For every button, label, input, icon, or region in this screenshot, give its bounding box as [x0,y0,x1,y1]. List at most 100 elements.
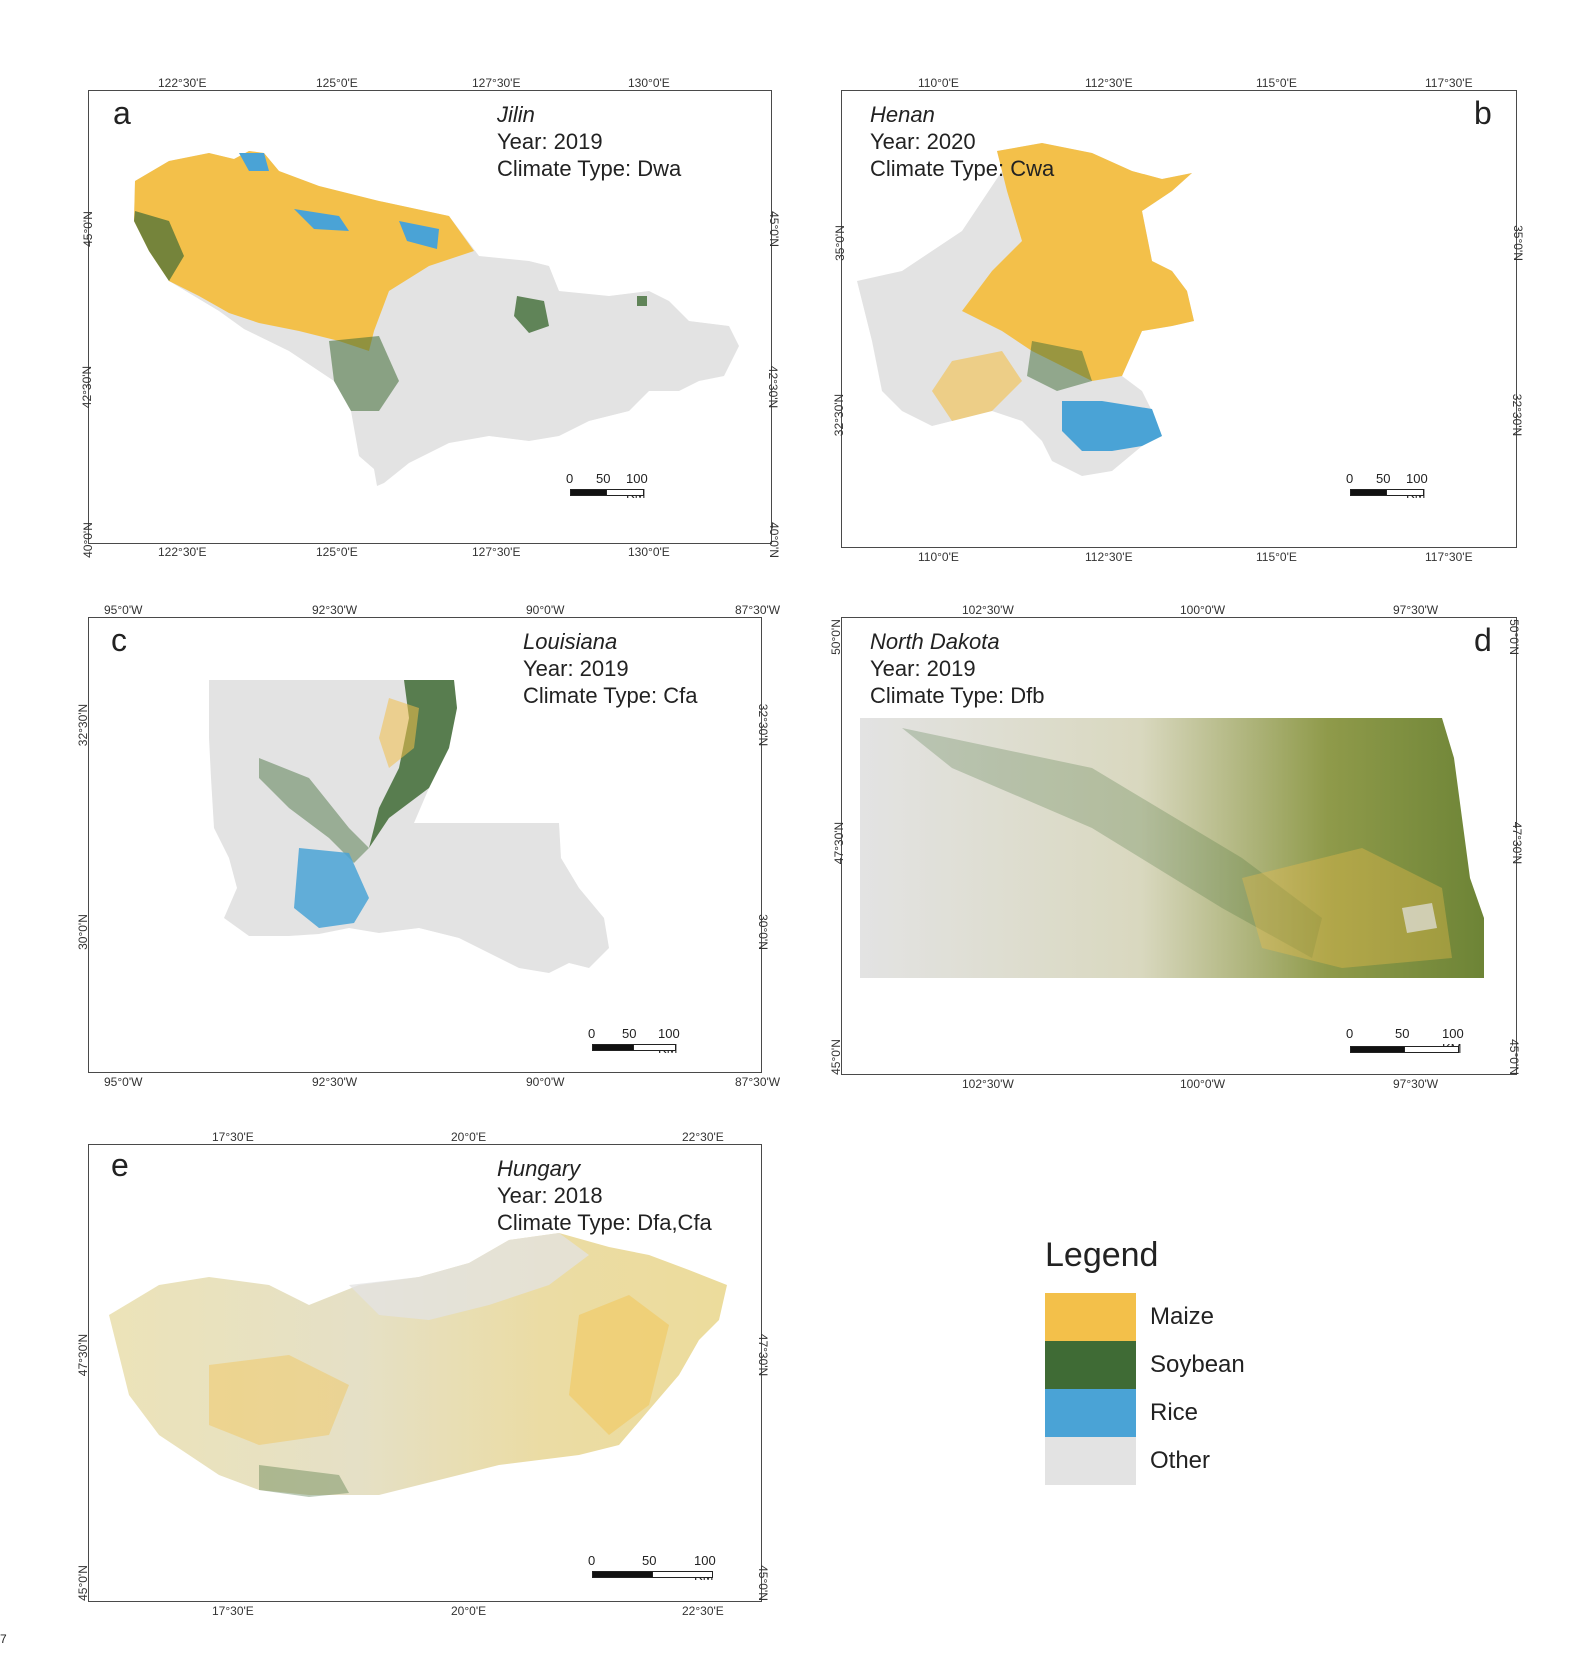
bottom-tick: 122°30'E [158,545,207,559]
right-tick: 47°30'N [756,1333,771,1377]
scale-label-0: 0 [1346,1026,1354,1041]
climate-label: Climate Type: Dfb [870,683,1045,708]
bottom-tick: 125°0'E [316,545,358,559]
right-tick: 45°0'N [766,211,781,247]
top-tick: 122°30'E [158,76,207,90]
region-name: North Dakota [870,629,1000,654]
scale-bar-white [1404,1046,1459,1053]
bottom-tick: 112°30'E [1085,550,1133,564]
right-tick: 35°0'N [1510,225,1525,261]
top-tick: 17°30'E [212,1130,254,1144]
top-tick: 92°30'W [312,603,358,617]
panel-letter: b [1474,95,1492,131]
panel-letter: a [113,95,131,131]
region-name: Jilin [497,102,535,127]
map-frame: d North Dakota Year: 2019 Climate Type: … [841,617,1517,1075]
scale-label-50: 50 [1395,1026,1410,1041]
left-tick: 30°0'N [75,914,90,950]
map-frame: e Hungary Year: 2018 Climate Type: Dfa,C… [88,1144,762,1602]
legend-item-other: Other [1045,1437,1245,1485]
left-tick: 47°30'N [832,821,847,865]
region-name: Henan [870,102,935,127]
region-name: Louisiana [523,629,618,654]
legend-title: Legend [1045,1236,1159,1274]
top-tick: 102°30'W [962,603,1014,617]
scale-bar-white [606,489,644,496]
hungary-crop-map [109,1233,727,1497]
legend-item-soybean: Soybean [1045,1341,1245,1389]
region-name: Hungary [497,1156,581,1181]
right-tick: 30°0'N [755,914,770,950]
jilin-crop-map [134,151,739,486]
scale-bar-black [592,1044,634,1051]
map-legend: Legend Maize Soybean Rice Other [1045,1236,1245,1485]
bottom-tick: 130°0'E [628,545,670,559]
bottom-tick: 115°0'E [1256,550,1297,564]
left-tick: 50°0'N [828,619,843,655]
top-tick: 90°0'W [526,603,565,617]
legend-item-rice: Rice [1045,1389,1245,1437]
scale-bar-black [570,489,607,496]
scale-bar-white [652,1571,713,1578]
panel-info: North Dakota Year: 2019 Climate Type: Df… [870,628,1044,709]
left-tick: 45°0'N [75,1565,90,1601]
panel-info: Henan Year: 2020 Climate Type: Cwa [870,101,1054,182]
panel-info: Hungary Year: 2018 Climate Type: Dfa,Cfa [497,1155,712,1236]
legend-item-maize: Maize [1045,1293,1245,1341]
climate-label: Climate Type: Cwa [870,156,1055,181]
scale-bar-black [592,1571,653,1578]
right-tick: 47°30'N [1510,821,1525,865]
scale-bar-white [633,1044,676,1051]
bottom-tick: 20°0'E [451,1604,487,1618]
right-tick: 45°0'N [1506,1039,1521,1075]
legend-label: Rice [1150,1399,1199,1426]
scale-bar: 0 50 100 KM [1344,1026,1464,1056]
climate-label: Climate Type: Dwa [497,156,682,181]
panel-letter: c [111,622,127,658]
scale-label-50: 50 [642,1553,657,1568]
top-tick: 130°0'E [628,76,670,90]
figure-number: 7 [0,1632,7,1646]
map-frame: b Henan Year: 2020 Climate Type: Cwa 0 5… [841,90,1517,548]
right-tick: 50°0'N [1506,619,1521,655]
panel-letter: d [1474,622,1492,658]
panel-letter: e [111,1147,129,1183]
scale-bar-white [1386,489,1424,496]
top-tick: 110°0'E [918,76,959,90]
maize-swatch [1045,1293,1136,1341]
bottom-tick: 87°30'W [735,1075,781,1089]
scale-label-50: 50 [622,1026,637,1041]
panel-info: Jilin Year: 2019 Climate Type: Dwa [497,101,681,182]
bottom-tick: 97°30'W [1393,1077,1439,1091]
year-label: Year: 2018 [497,1183,603,1208]
bottom-tick: 100°0'W [1180,1077,1226,1091]
right-tick: 45°0'N [755,1565,770,1601]
top-tick: 117°30'E [1425,76,1473,90]
scale-bar: 0 50 100 KM [586,1553,716,1583]
map-frame: c Louisiana Year: 2019 Climate Type: Cfa… [88,617,762,1073]
right-tick: 32°30'N [756,703,771,747]
left-tick: 32°30'N [76,703,91,747]
scale-label-50: 50 [1376,471,1391,486]
year-label: Year: 2020 [870,129,976,154]
scale-label-50: 50 [596,471,611,486]
bottom-tick: 17°30'E [212,1604,254,1618]
scale-bar: 0 50 100 KM [586,1026,680,1056]
scale-label-0: 0 [1346,471,1354,486]
climate-label: Climate Type: Cfa [523,683,698,708]
scale-label-0: 0 [566,471,574,486]
top-tick: 100°0'W [1180,603,1226,617]
left-tick: 47°30'N [76,1333,91,1377]
rice-swatch [1045,1389,1136,1437]
scale-label-0: 0 [588,1553,596,1568]
legend-label: Soybean [1150,1351,1245,1378]
left-tick: 32°30'N [832,393,847,437]
bottom-tick: 117°30'E [1425,550,1473,564]
year-label: Year: 2019 [497,129,603,154]
scale-label-100: 100 KM [694,1553,716,1583]
bottom-tick: 127°30'E [472,545,521,559]
top-tick: 97°30'W [1393,603,1439,617]
scale-bar-black [1350,1046,1405,1053]
scale-label-100: 100 KM [626,471,648,501]
year-label: Year: 2019 [870,656,976,681]
